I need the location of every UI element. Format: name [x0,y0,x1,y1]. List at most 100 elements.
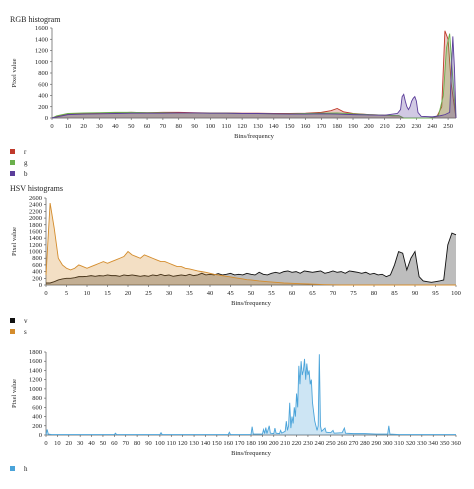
x-tick-label: 45 [227,290,234,297]
x-tick-label: 130 [253,123,263,130]
y-tick-label: 0 [45,115,48,122]
legend-label-g: g [24,158,28,167]
h-chart: 0 200 400 600 800 1000 1200 1400 1600 1800 0 10 20 30… [11,349,461,457]
x-tick-label: 120 [237,123,247,130]
x-tick-label: 330 [417,440,427,447]
x-tick-label: 170 [316,123,326,130]
y-tick-label: 200 [32,423,42,430]
x-tick-label: 20 [80,123,87,130]
x-tick-label: 340 [428,440,438,447]
x-tick-label: 25 [145,290,152,297]
legend-label-r: r [24,147,27,156]
y-tick-label: 2600 [29,195,42,202]
y-tick-label: 800 [32,255,42,262]
x-tick-label: 190 [348,123,358,130]
x-tick-label: 60 [111,440,118,447]
y-tick-label: 2200 [29,208,42,215]
x-tick-label: 90 [145,440,152,447]
x-tick-label: 260 [337,440,347,447]
y-tick-label: 600 [32,404,42,411]
x-tick-label: 70 [330,290,337,297]
hsv-chart: 0200400600800100012001400160018002000220… [11,195,461,307]
y-tick-label: 400 [32,414,42,421]
x-tick-label: 210 [280,440,290,447]
x-tick-label: 90 [191,123,198,130]
y-tick-label: 0 [39,432,42,439]
x-tick-label: 55 [268,290,275,297]
chart-legend: r g b [10,146,28,179]
x-tick-label: 180 [332,123,342,130]
x-tick-label: 5 [65,290,68,297]
x-tick-label: 160 [301,123,311,130]
series-line-s [45,202,456,286]
y-tick-label: 1000 [35,59,48,66]
y-tick-label: 1400 [29,235,42,242]
y-tick-label: 1600 [35,25,48,32]
x-tick-label: 30 [96,123,103,130]
legend-item-s: s [10,326,28,337]
x-tick-label: 0 [50,123,53,130]
y-axis-label: Pixel value [11,227,18,256]
y-tick-label: 600 [38,81,48,88]
x-tick-label: 20 [125,290,132,297]
series-area-b [52,36,456,118]
x-axis-label: Bins/frequency [234,133,274,140]
y-tick-label: 0 [39,282,42,289]
y-tick-label: 1200 [29,377,42,384]
y-axis-label: Pixel value [11,58,18,87]
legend-item-v: v [10,315,28,326]
x-tick-label: 110 [222,123,232,130]
y-tick-label: 1400 [35,36,48,43]
x-tick-label: 50 [100,440,107,447]
x-tick-label: 220 [396,123,406,130]
legend-label-s: s [24,327,27,336]
x-tick-label: 15 [104,290,111,297]
y-axis-label: Pixel value [11,379,18,408]
y-tick-label: 800 [32,395,42,402]
y-tick-label: 400 [32,269,42,276]
legend-swatch-b [10,171,15,176]
y-tick-label: 1600 [29,358,42,365]
legend-item-g: g [10,157,28,168]
x-tick-label: 100 [206,123,216,130]
x-tick-label: 190 [258,440,268,447]
x-tick-label: 360 [451,440,461,447]
legend-label-h: h [24,464,28,473]
x-tick-label: 70 [122,440,129,447]
x-tick-label: 160 [223,440,233,447]
x-tick-label: 40 [112,123,119,130]
x-tick-label: 0 [44,440,47,447]
y-tick-label: 2000 [29,215,42,222]
x-tick-label: 110 [167,440,177,447]
x-tick-label: 140 [269,123,279,130]
y-tick-label: 1800 [29,222,42,229]
x-axis-label: Bins/frequency [231,450,271,457]
x-tick-label: 60 [144,123,151,130]
x-tick-label: 120 [178,440,188,447]
x-tick-label: 75 [350,290,357,297]
x-tick-label: 220 [292,440,302,447]
x-tick-label: 0 [44,290,47,297]
x-tick-label: 230 [303,440,313,447]
x-tick-label: 30 [77,440,84,447]
x-tick-label: 170 [235,440,245,447]
x-tick-label: 100 [155,440,165,447]
y-tick-label: 1600 [29,228,42,235]
x-tick-label: 10 [65,123,72,130]
x-tick-label: 180 [246,440,256,447]
legend-swatch-s [10,329,15,334]
y-tick-label: 1000 [29,386,42,393]
x-tick-label: 80 [175,123,182,130]
x-tick-label: 270 [349,440,359,447]
x-tick-label: 320 [406,440,416,447]
x-tick-label: 40 [88,440,95,447]
x-tick-label: 200 [364,123,374,130]
rgb-chart: 0 200 400 600 800 1000 1200 1400 1600 0 10 20 30 40 50… [11,25,457,140]
x-tick-label: 230 [412,123,422,130]
x-tick-label: 290 [371,440,381,447]
chart-legend: v s [10,315,28,337]
x-tick-label: 10 [84,290,91,297]
legend-swatch-v [10,318,15,323]
x-tick-label: 200 [269,440,279,447]
legend-item-b: b [10,168,28,179]
